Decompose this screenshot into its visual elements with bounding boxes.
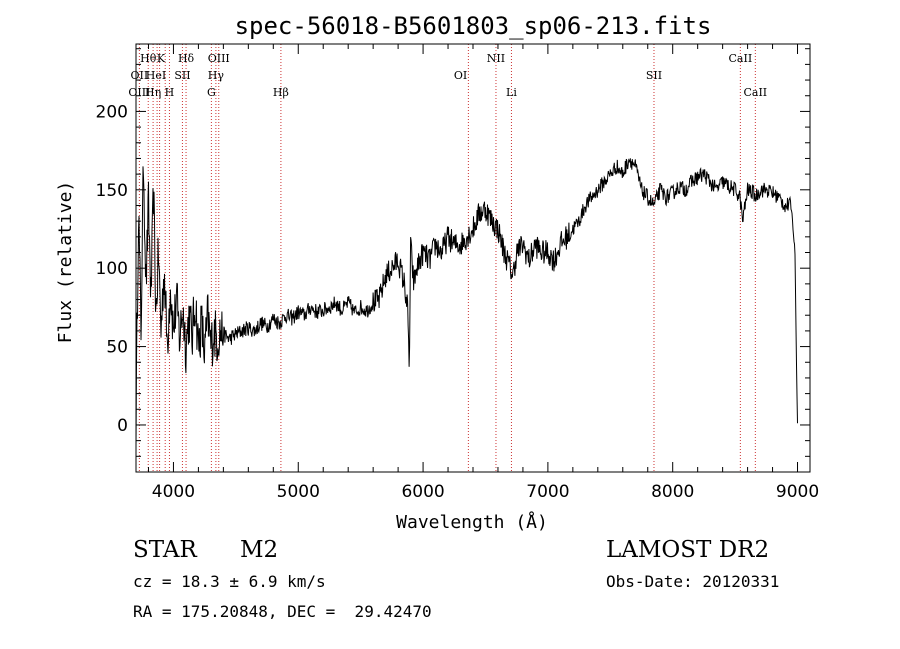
line-label: Hη bbox=[145, 86, 161, 99]
coordinates-text: RA = 175.20848, DEC = 29.42470 bbox=[133, 602, 432, 621]
line-label: Hθ bbox=[140, 52, 157, 65]
line-label: CaII bbox=[729, 52, 753, 65]
line-label: OIII bbox=[128, 86, 150, 99]
object-class: STAR bbox=[133, 537, 197, 563]
y-tick-label: 100 bbox=[96, 259, 128, 279]
chart-title: spec-56018-B5601803_sp06-213.fits bbox=[235, 12, 712, 40]
object-subclass: M2 bbox=[240, 537, 279, 563]
line-label: OI bbox=[454, 69, 467, 82]
x-tick-label: 5000 bbox=[277, 482, 320, 502]
x-axis-ticks: 4000 5000 6000 7000 8000 9000 bbox=[147, 44, 819, 502]
line-label: NII bbox=[487, 52, 505, 65]
line-label: K bbox=[157, 52, 166, 65]
plot-frame bbox=[135, 43, 811, 473]
y-tick-label: 150 bbox=[96, 181, 128, 201]
obs-date-text: Obs-Date: 20120331 bbox=[606, 572, 780, 591]
line-label: Hγ bbox=[208, 69, 225, 82]
line-label: G bbox=[207, 86, 216, 99]
y-tick-label: 200 bbox=[96, 102, 128, 122]
x-axis-label: Wavelength (Å) bbox=[396, 511, 548, 533]
redshift-text: cz = 18.3 ± 6.9 km/s bbox=[133, 572, 326, 591]
line-label: OII bbox=[131, 69, 149, 82]
y-axis-label: Flux (relative) bbox=[55, 181, 76, 344]
line-label: SII bbox=[646, 69, 662, 82]
x-tick-label: 6000 bbox=[401, 482, 444, 502]
x-tick-label: 4000 bbox=[152, 482, 195, 502]
x-tick-label: 8000 bbox=[651, 482, 694, 502]
line-label: Hδ bbox=[178, 52, 195, 65]
line-label: HeI bbox=[146, 69, 166, 82]
line-label: Hβ bbox=[273, 86, 289, 99]
spectral-line-markers bbox=[138, 44, 756, 472]
x-tick-label: 9000 bbox=[776, 482, 819, 502]
y-tick-label: 0 bbox=[117, 416, 128, 436]
line-label: H bbox=[165, 86, 175, 99]
survey-name: LAMOST DR2 bbox=[606, 537, 770, 563]
line-label: SII bbox=[174, 69, 190, 82]
y-axis-ticks: 0 50 100 150 200 bbox=[96, 48, 810, 457]
spectrum-line bbox=[135, 158, 798, 448]
line-label: CaII bbox=[743, 86, 767, 99]
y-tick-label: 50 bbox=[106, 338, 128, 358]
x-tick-label: 7000 bbox=[526, 482, 569, 502]
line-label: OIII bbox=[208, 52, 230, 65]
line-label: Li bbox=[506, 86, 517, 99]
